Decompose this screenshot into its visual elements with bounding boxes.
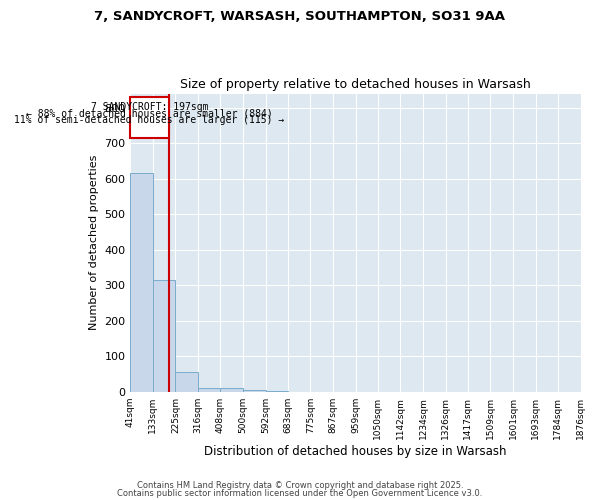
Bar [243, 390, 266, 392]
Text: 11% of semi-detached houses are larger (115) →: 11% of semi-detached houses are larger (… [14, 114, 284, 124]
Title: Size of property relative to detached houses in Warsash: Size of property relative to detached ho… [180, 78, 531, 91]
Bar [175, 372, 198, 392]
X-axis label: Distribution of detached houses by size in Warsash: Distribution of detached houses by size … [204, 444, 506, 458]
Text: Contains HM Land Registry data © Crown copyright and database right 2025.: Contains HM Land Registry data © Crown c… [137, 481, 463, 490]
Text: Contains public sector information licensed under the Open Government Licence v3: Contains public sector information licen… [118, 488, 482, 498]
FancyBboxPatch shape [130, 97, 169, 138]
Text: 7 SANDYCROFT: 197sqm: 7 SANDYCROFT: 197sqm [91, 102, 208, 113]
Bar [130, 173, 153, 392]
Bar [198, 388, 220, 392]
Bar [220, 388, 243, 392]
Bar [266, 391, 288, 392]
Bar [153, 280, 175, 392]
Y-axis label: Number of detached properties: Number of detached properties [89, 155, 99, 330]
Text: 7, SANDYCROFT, WARSASH, SOUTHAMPTON, SO31 9AA: 7, SANDYCROFT, WARSASH, SOUTHAMPTON, SO3… [95, 10, 505, 23]
Text: ← 88% of detached houses are smaller (884): ← 88% of detached houses are smaller (88… [26, 108, 273, 118]
